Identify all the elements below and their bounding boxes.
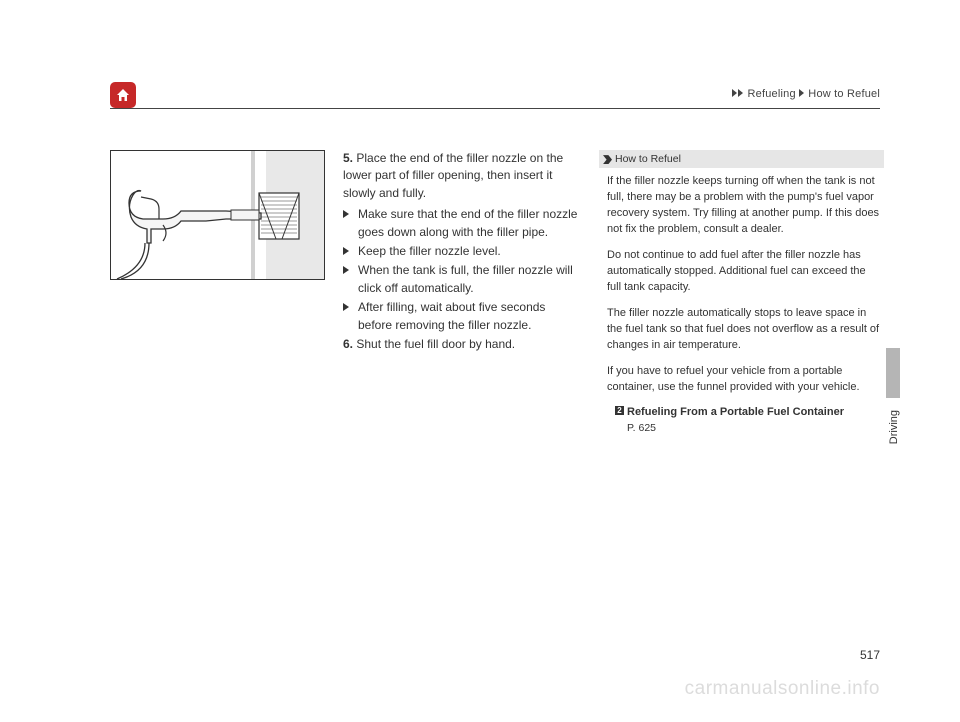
xref-icon: 2: [615, 406, 624, 415]
step-5-sub-3: When the tank is full, the filler nozzle…: [343, 262, 581, 297]
triangle-bullet-icon: [343, 266, 349, 274]
triangle-bullet-icon: [343, 210, 349, 218]
xref-page: P. 625: [607, 421, 880, 436]
section-tab: [886, 348, 900, 398]
step-number: 5.: [343, 151, 353, 165]
note-title-bar: How to Refuel: [599, 150, 884, 168]
step-5: 5. Place the end of the filler nozzle on…: [343, 150, 581, 202]
note-paragraph: The filler nozzle automatically stops to…: [607, 306, 880, 354]
breadcrumb: Refueling How to Refuel: [732, 88, 880, 100]
info-arrow-icon: [603, 155, 612, 164]
fuel-nozzle-illustration: [110, 150, 325, 280]
xref-title: Refueling From a Portable Fuel Container: [627, 406, 844, 418]
cross-reference[interactable]: 2 Refueling From a Portable Fuel Contain…: [607, 405, 880, 421]
substep-text: After filling, wait about five seconds b…: [358, 300, 545, 331]
illustration-column: [110, 150, 325, 722]
note-paragraph: If the filler nozzle keeps turning off w…: [607, 174, 880, 238]
note-column: How to Refuel If the filler nozzle keeps…: [599, 150, 884, 722]
chevron-right-icon: [732, 89, 737, 97]
triangle-bullet-icon: [343, 303, 349, 311]
watermark: carmanualsonline.info: [685, 678, 880, 700]
note-paragraph: If you have to refuel your vehicle from …: [607, 364, 880, 396]
step-5-sub-4: After filling, wait about five seconds b…: [343, 299, 581, 334]
manual-page: Refueling How to Refuel: [0, 0, 960, 722]
instructions-column: 5. Place the end of the filler nozzle on…: [343, 150, 581, 722]
note-body: If the filler nozzle keeps turning off w…: [599, 174, 884, 436]
step-6: 6. Shut the fuel fill door by hand.: [343, 336, 581, 353]
step-5-sub-1: Make sure that the end of the filler noz…: [343, 206, 581, 241]
substep-text: Keep the filler nozzle level.: [358, 244, 501, 258]
chevron-right-icon: [799, 89, 804, 97]
content-area: 5. Place the end of the filler nozzle on…: [110, 150, 880, 722]
header-rule: [110, 108, 880, 109]
chevron-right-icon: [738, 89, 743, 97]
substep-text: Make sure that the end of the filler noz…: [358, 207, 577, 238]
note-paragraph: Do not continue to add fuel after the fi…: [607, 248, 880, 296]
substep-text: When the tank is full, the filler nozzle…: [358, 263, 573, 294]
breadcrumb-item: How to Refuel: [808, 88, 880, 100]
step-number: 6.: [343, 337, 353, 351]
page-number: 517: [860, 648, 880, 662]
step-text: Shut the fuel fill door by hand.: [356, 337, 515, 351]
section-label: Driving: [888, 410, 900, 444]
step-text: Place the end of the filler nozzle on th…: [343, 151, 563, 200]
home-icon[interactable]: [110, 82, 136, 108]
breadcrumb-item: Refueling: [747, 88, 795, 100]
triangle-bullet-icon: [343, 247, 349, 255]
step-5-sub-2: Keep the filler nozzle level.: [343, 243, 581, 260]
note-title-text: How to Refuel: [615, 152, 681, 167]
